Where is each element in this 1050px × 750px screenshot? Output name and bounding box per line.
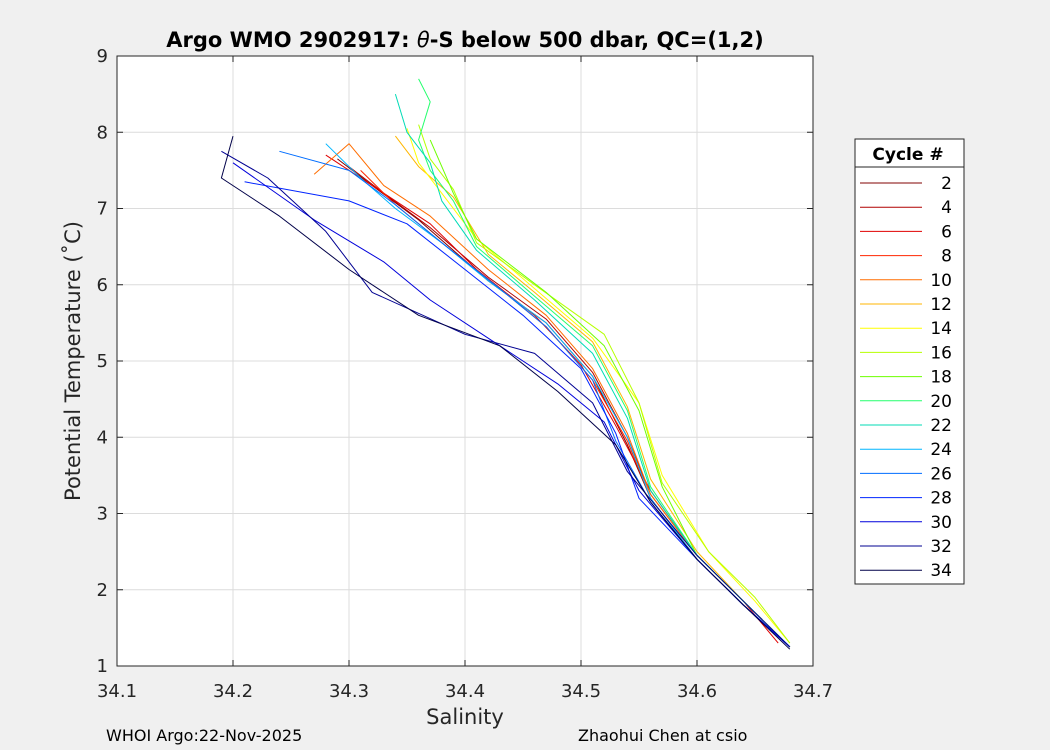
- legend-label-cycle-6: 6: [941, 222, 952, 242]
- y-tick-label: 3: [97, 504, 108, 525]
- y-tick-label: 2: [97, 580, 108, 601]
- y-tick-label: 6: [97, 275, 108, 296]
- series-line-cycle-16: [418, 124, 791, 644]
- x-tick-label: 34.4: [445, 681, 485, 702]
- x-tick-label: 34.1: [97, 681, 137, 702]
- legend-label-cycle-24: 24: [930, 440, 952, 460]
- legend-label-cycle-20: 20: [930, 392, 952, 412]
- x-axis-ticks: 34.1 34.2 34.3 34.4 34.5 34.6 34.7: [97, 56, 833, 702]
- y-tick-label: 9: [97, 46, 108, 67]
- legend-label-cycle-8: 8: [941, 247, 952, 267]
- legend-label-cycle-30: 30: [930, 513, 952, 533]
- legend-label-cycle-4: 4: [941, 198, 952, 218]
- legend-label-cycle-16: 16: [930, 343, 952, 363]
- legend-label-cycle-22: 22: [930, 416, 952, 436]
- chart-title: Argo WMO 2902917: θ-S below 500 dbar, QC…: [166, 28, 763, 52]
- legend-label-cycle-26: 26: [930, 464, 952, 484]
- y-tick-label: 1: [97, 656, 108, 677]
- title-suffix: -S below 500 dbar, QC=(1,2): [430, 28, 764, 52]
- legend-box: [854, 138, 965, 585]
- title-theta: θ: [417, 28, 430, 52]
- legend-label-cycle-14: 14: [930, 319, 952, 339]
- series-line-cycle-34: [220, 135, 791, 650]
- y-tick-label: 5: [97, 351, 108, 372]
- y-axis-label: Potential Temperature (˚C): [61, 221, 85, 501]
- legend-label-cycle-18: 18: [930, 368, 952, 388]
- y-tick-label: 8: [97, 122, 108, 143]
- legend-label-cycle-2: 2: [941, 174, 952, 194]
- footer-right: Zhaohui Chen at csio: [578, 726, 747, 745]
- series-line-cycle-14: [406, 128, 791, 644]
- series-layer: [220, 78, 791, 650]
- y-tick-label: 7: [97, 199, 108, 220]
- title-prefix: Argo WMO 2902917:: [166, 28, 417, 52]
- y-tick-label: 4: [97, 427, 108, 448]
- x-tick-label: 34.2: [213, 681, 253, 702]
- legend-label-cycle-10: 10: [930, 271, 952, 291]
- series-line-cycle-32: [221, 150, 791, 648]
- series-line-cycle-12: [395, 135, 791, 648]
- x-tick-label: 34.3: [329, 681, 369, 702]
- x-tick-label: 34.7: [793, 681, 833, 702]
- legend-label-cycle-28: 28: [930, 489, 952, 509]
- x-tick-label: 34.5: [561, 681, 601, 702]
- legend-title: Cycle #: [872, 145, 943, 165]
- legend-label-cycle-32: 32: [930, 537, 952, 557]
- legend-label-cycle-34: 34: [930, 561, 952, 581]
- y-axis-ticks: 1 2 3 4 5 6 7 8 9: [97, 46, 813, 677]
- x-tick-label: 34.6: [677, 681, 717, 702]
- legend-label-cycle-12: 12: [930, 295, 952, 315]
- x-axis-label: Salinity: [426, 705, 504, 729]
- footer-left: WHOI Argo:22-Nov-2025: [106, 726, 302, 745]
